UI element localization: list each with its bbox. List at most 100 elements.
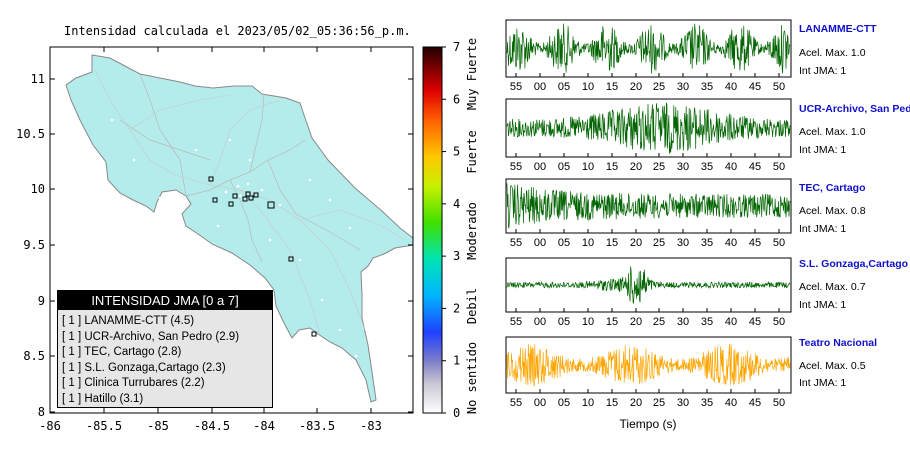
time-tick-label: 35 — [701, 81, 713, 93]
time-tick-label: 10 — [582, 237, 594, 249]
colorbar-category-label: Moderado — [465, 202, 479, 260]
station-name: Teatro Nacional — [799, 337, 877, 349]
time-tick-label: 20 — [630, 161, 642, 173]
costa-rica-landmass — [65, 54, 413, 403]
station-name: LANAMME-CTT — [799, 23, 877, 35]
time-tick-label: 35 — [701, 237, 713, 249]
waveform-line — [506, 343, 791, 388]
seismogram-trace-panel: 55 00 05 10 15 20 25 30 35 40 45 50 — [505, 178, 792, 249]
time-tick-label: 00 — [534, 81, 546, 93]
time-tick-label: 20 — [630, 316, 642, 328]
time-tick-label: 20 — [630, 397, 642, 409]
time-tick-label: 50 — [773, 397, 785, 409]
time-axis-label: Tiempo (s) — [620, 417, 677, 431]
map-frame — [49, 46, 414, 414]
time-tick-label: 15 — [606, 161, 618, 173]
time-tick-label: 10 — [582, 161, 594, 173]
colorbar-tick-label: 1 — [453, 354, 460, 368]
colorbar-category-label: Debil — [465, 288, 479, 324]
time-tick-label: 00 — [534, 316, 546, 328]
station-name: TEC, Cartago — [799, 182, 866, 194]
station-name: UCR-Archivo, San Pedro — [799, 103, 910, 115]
station-accel: Acel. Max. 1.0 — [799, 47, 866, 59]
province-borders — [119, 73, 361, 263]
time-tick-label: 30 — [677, 81, 689, 93]
station-accel: Acel. Max. 0.8 — [799, 205, 866, 217]
time-tick-label: 15 — [606, 316, 618, 328]
time-tick-label: 40 — [725, 81, 737, 93]
time-tick-label: 30 — [677, 316, 689, 328]
lon-tick-label: -86 — [39, 419, 61, 433]
seismogram-trace-panel: 55 00 05 10 15 20 25 30 35 40 45 50 — [505, 257, 792, 328]
time-tick-label: 25 — [653, 397, 665, 409]
time-tick-label: 20 — [630, 237, 642, 249]
intensity-legend: INTENSIDAD JMA [0 a 7] [ 1 ] LANAMME-CTT… — [57, 290, 273, 408]
lat-tick-label: 11 — [31, 72, 45, 86]
time-tick-label: 40 — [725, 316, 737, 328]
time-tick-label: 25 — [653, 161, 665, 173]
town-dots — [110, 118, 358, 358]
time-tick-label: 45 — [749, 397, 761, 409]
time-tick-label: 10 — [582, 316, 594, 328]
station-intensity: Int JMA: 1 — [799, 223, 847, 235]
map-axes: 11 10.5 10 9.5 9 8.5 8-86 -85.5 -85 -84.5 -84 -83.5… — [16, 47, 413, 433]
time-tick-label: 45 — [749, 81, 761, 93]
lat-tick-label: 8.5 — [23, 349, 45, 363]
time-tick-label: 55 — [510, 397, 522, 409]
station-name: S.L. Gonzaga,Cartago — [799, 258, 909, 270]
time-tick-label: 10 — [582, 81, 594, 93]
colorbar-category-label: Fuerte — [465, 130, 479, 173]
station-intensity: Int JMA: 1 — [799, 299, 847, 311]
time-tick-label: 45 — [749, 237, 761, 249]
time-tick-label: 05 — [558, 161, 570, 173]
time-tick-label: 30 — [677, 237, 689, 249]
time-tick-label: 25 — [653, 316, 665, 328]
time-tick-label: 55 — [510, 161, 522, 173]
time-tick-label: 55 — [510, 316, 522, 328]
time-tick-label: 30 — [677, 161, 689, 173]
time-tick-label: 50 — [773, 316, 785, 328]
time-tick-label: 15 — [606, 81, 618, 93]
time-tick-label: 40 — [725, 237, 737, 249]
waveform-line — [506, 102, 791, 154]
colorbar-tick-label: 0 — [453, 406, 460, 420]
colorbar — [422, 46, 443, 414]
map-title: Intensidad calculada el 2023/05/02_05:36… — [64, 24, 411, 38]
legend-item: [ 1 ] UCR-Archivo, San Pedro (2.9) — [62, 330, 240, 343]
time-tick-label: 45 — [749, 161, 761, 173]
lon-tick-label: -83.5 — [299, 419, 335, 433]
time-tick-label: 00 — [534, 397, 546, 409]
colorbar-tick-label: 4 — [453, 197, 460, 211]
waveform-line — [506, 266, 791, 305]
time-tick-label: 35 — [701, 397, 713, 409]
station-accel: Acel. Max. 1.0 — [799, 126, 866, 138]
waveform-line — [506, 183, 791, 229]
lat-tick-label: 10.5 — [16, 127, 45, 141]
colorbar-tick-label: 5 — [453, 145, 460, 159]
station-intensity: Int JMA: 1 — [799, 144, 847, 156]
colorbar-category-label: Muy Fuerte — [465, 38, 479, 110]
legend-item: [ 1 ] TEC, Cartago (2.8) — [62, 346, 182, 359]
seismogram-trace-panel: 55 00 05 10 15 20 25 30 35 40 45 50 — [505, 19, 792, 93]
lat-tick-label: 9 — [38, 294, 45, 308]
waveform-line — [506, 23, 791, 74]
lat-tick-label: 10 — [31, 182, 45, 196]
seismogram-trace-panel: 55 00 05 10 15 20 25 30 35 40 45 50 — [505, 98, 792, 173]
colorbar-tick-label: 2 — [453, 301, 460, 315]
time-tick-label: 40 — [725, 161, 737, 173]
trace-frame — [505, 178, 792, 234]
time-tick-label: 05 — [558, 316, 570, 328]
lon-tick-label: -84.5 — [194, 419, 230, 433]
time-tick-label: 10 — [582, 397, 594, 409]
time-tick-label: 45 — [749, 316, 761, 328]
lon-tick-label: -84 — [253, 419, 275, 433]
colorbar-axes: 0 1 2 3 4 5 6 7 No sentido Debil Moderado Fuerte Muy… — [442, 38, 479, 420]
time-tick-label: 30 — [677, 397, 689, 409]
time-tick-label: 25 — [653, 237, 665, 249]
time-tick-label: 25 — [653, 81, 665, 93]
legend-list: [ 1 ] LANAMME-CTT (4.5) [ 1 ] UCR-Archiv… — [62, 314, 272, 408]
time-tick-label: 55 — [510, 237, 522, 249]
lat-tick-label: 8 — [38, 405, 45, 419]
time-tick-label: 35 — [701, 316, 713, 328]
legend-item: [ 1 ] S.L. Gonzaga,Cartago (2.3) — [62, 361, 226, 374]
